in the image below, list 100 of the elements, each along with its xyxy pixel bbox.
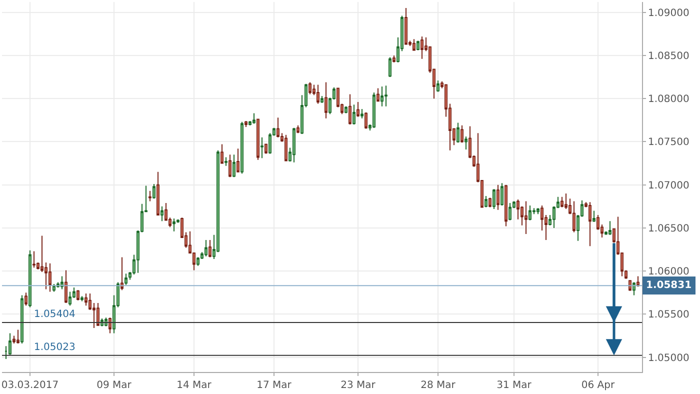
candlestick bbox=[352, 104, 356, 125]
candlestick bbox=[232, 154, 236, 178]
candlestick bbox=[160, 206, 164, 222]
candlestick bbox=[80, 296, 84, 302]
candlestick bbox=[508, 202, 512, 221]
candlestick bbox=[64, 270, 68, 304]
candlestick bbox=[608, 220, 612, 236]
y-tick-label: 1.06500 bbox=[648, 223, 690, 234]
candlestick bbox=[500, 182, 504, 206]
candlestick bbox=[496, 184, 500, 210]
ref-line-label: 1.05404 bbox=[34, 309, 76, 320]
candlestick bbox=[628, 280, 632, 292]
candlestick bbox=[588, 202, 592, 247]
candlestick bbox=[460, 124, 464, 144]
candlestick bbox=[416, 40, 420, 51]
candlestick bbox=[224, 156, 228, 166]
candlestick bbox=[524, 200, 528, 234]
candlestick bbox=[308, 82, 312, 95]
candlestick bbox=[16, 329, 20, 344]
candlestick bbox=[204, 240, 208, 257]
candlestick bbox=[420, 36, 424, 60]
candlestick bbox=[264, 144, 268, 154]
candlestick bbox=[528, 205, 532, 221]
x-tick-label: 03.03.2017 bbox=[1, 380, 59, 391]
x-tick-label: 31 Mar bbox=[496, 380, 532, 391]
candlestick bbox=[172, 218, 176, 232]
x-tick-label: 06 Apr bbox=[581, 380, 616, 391]
candlestick bbox=[52, 284, 56, 292]
y-tick-label: 1.06000 bbox=[648, 266, 690, 278]
candlestick bbox=[316, 84, 320, 104]
candlestick bbox=[456, 122, 460, 144]
candlestick bbox=[284, 134, 288, 162]
candlestick bbox=[220, 144, 224, 164]
y-tick-label: 1.05500 bbox=[648, 310, 690, 321]
ref-line-label: 1.05023 bbox=[34, 342, 76, 353]
candlestick bbox=[388, 56, 392, 78]
candlestick bbox=[464, 136, 468, 150]
candlestick bbox=[68, 291, 72, 306]
candlestick bbox=[364, 112, 368, 130]
x-tick-label: 17 Mar bbox=[256, 380, 292, 391]
candlestick bbox=[252, 112, 256, 124]
candlestick bbox=[96, 302, 100, 326]
candlestick bbox=[76, 290, 80, 301]
candlestick bbox=[320, 96, 324, 104]
candlestick bbox=[244, 120, 248, 128]
x-tick-label: 09 Mar bbox=[96, 380, 132, 391]
candlestick bbox=[572, 200, 576, 233]
candlestick bbox=[488, 197, 492, 208]
candlestick bbox=[84, 293, 88, 306]
candlestick bbox=[156, 171, 160, 216]
candlestick bbox=[208, 240, 212, 258]
candlestick bbox=[492, 188, 496, 210]
candlestick bbox=[504, 184, 508, 227]
candlestick bbox=[260, 136, 264, 159]
candlestick bbox=[48, 262, 52, 292]
candlestick bbox=[20, 294, 24, 344]
candlestick bbox=[412, 38, 416, 51]
y-tick-label: 1.05000 bbox=[648, 352, 690, 364]
candlestick bbox=[28, 250, 32, 308]
candlestick bbox=[276, 117, 280, 138]
x-tick-label: 14 Mar bbox=[176, 380, 212, 391]
candlestick bbox=[376, 88, 380, 102]
candlestick bbox=[324, 82, 328, 119]
candlestick bbox=[404, 8, 408, 45]
candlestick bbox=[32, 250, 36, 268]
candlestick bbox=[228, 154, 232, 178]
candlestick bbox=[24, 292, 28, 306]
candlestick bbox=[292, 127, 296, 163]
candlestick bbox=[372, 92, 376, 128]
y-tick-label: 1.07000 bbox=[648, 180, 690, 192]
candlestick bbox=[124, 273, 128, 286]
candlestick bbox=[592, 210, 596, 222]
candlestick bbox=[356, 102, 360, 118]
x-tick-label: 23 Mar bbox=[340, 380, 376, 391]
candlestick bbox=[256, 118, 260, 160]
candlestick bbox=[296, 124, 300, 134]
candlestick bbox=[240, 121, 244, 174]
candlestick bbox=[120, 256, 124, 291]
candlestick bbox=[560, 196, 564, 208]
candlestick bbox=[344, 106, 348, 114]
ref-line-label: 1.05831 bbox=[646, 280, 692, 291]
candlestick bbox=[384, 85, 388, 107]
candlestick bbox=[152, 183, 156, 200]
candlestick bbox=[536, 208, 540, 215]
candlestick bbox=[108, 317, 112, 334]
candlestick bbox=[348, 94, 352, 125]
candlestick bbox=[8, 332, 12, 356]
candlestick bbox=[436, 80, 440, 92]
candlestick bbox=[484, 196, 488, 208]
y-tick-label: 1.08000 bbox=[648, 94, 690, 106]
x-tick-label: 28 Mar bbox=[420, 380, 456, 391]
candlestick bbox=[60, 276, 64, 290]
y-tick-label: 1.08500 bbox=[648, 50, 690, 62]
candlestick bbox=[632, 282, 636, 296]
candlestick bbox=[380, 86, 384, 107]
y-tick-label: 1.09000 bbox=[648, 8, 690, 19]
candlestick bbox=[236, 148, 240, 172]
candlestick bbox=[360, 108, 364, 119]
candlestick bbox=[148, 190, 152, 202]
candlestick bbox=[392, 54, 396, 63]
